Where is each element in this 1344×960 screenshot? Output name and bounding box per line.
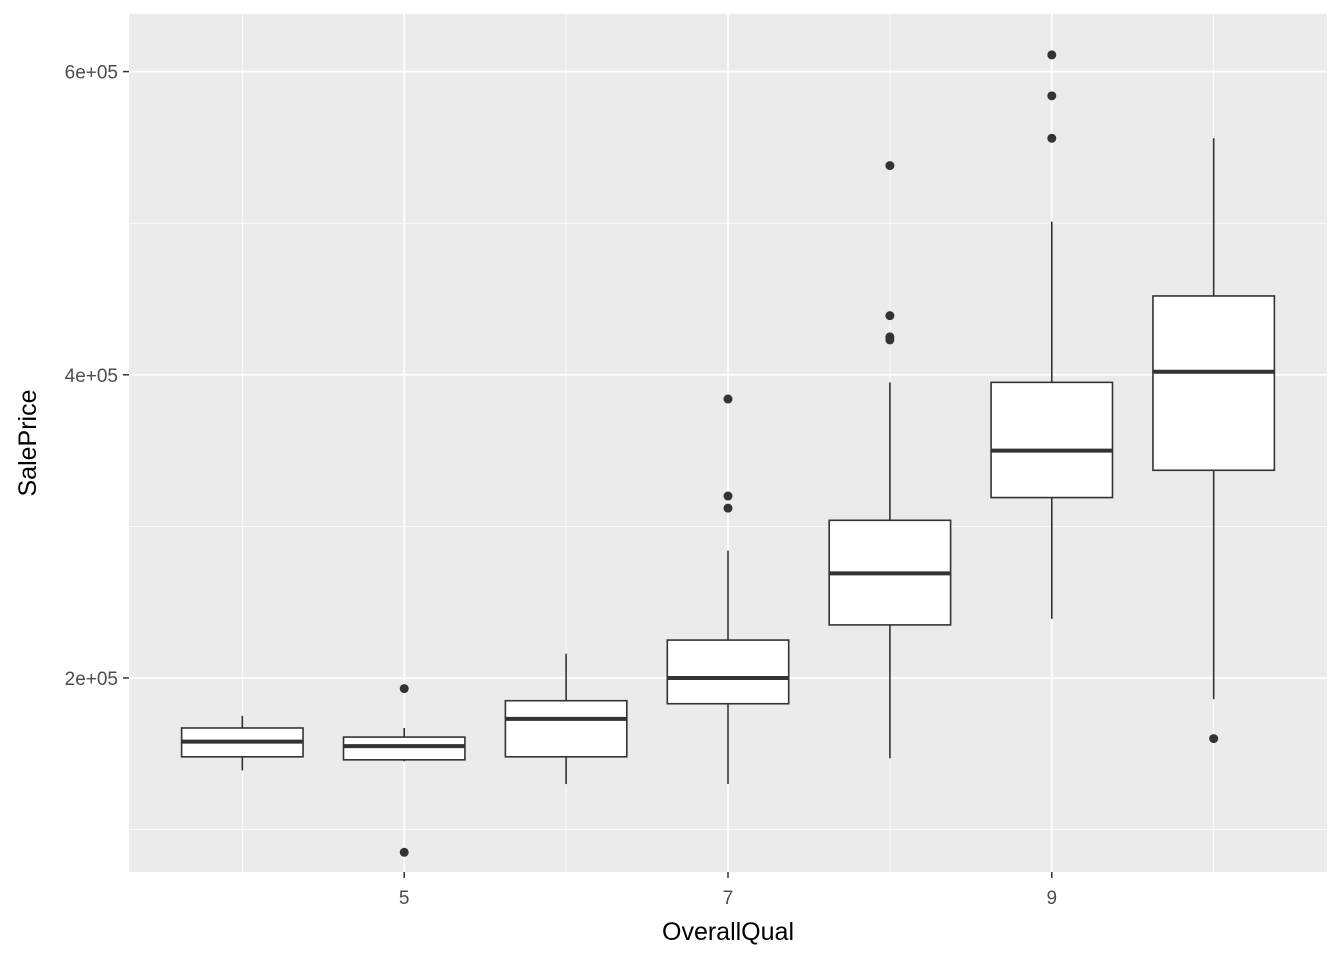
outlier-point: [399, 847, 409, 857]
outlier-point: [885, 161, 895, 171]
box-group-8: [828, 161, 952, 759]
y-tick-label: 2e+05: [65, 669, 118, 690]
box-iqr: [342, 736, 466, 761]
x-tick-label: 5: [399, 888, 410, 909]
outlier-point: [885, 311, 895, 321]
outlier-point: [1047, 50, 1057, 60]
box-series: [180, 50, 1276, 857]
box-iqr: [990, 381, 1114, 499]
outlier-point: [1047, 91, 1057, 101]
box-iqr: [1152, 295, 1276, 472]
x-tick-label: 7: [723, 888, 734, 909]
box-group-6: [504, 653, 628, 785]
box-group-7: [666, 394, 790, 785]
x-tick-label: 9: [1046, 888, 1057, 909]
x-axis-title: OverallQual: [662, 918, 794, 946]
outlier-point: [723, 503, 733, 513]
outlier-point: [1047, 133, 1057, 143]
box-group-4: [180, 715, 304, 771]
y-tick-label: 4e+05: [65, 366, 118, 387]
outlier-point: [723, 394, 733, 404]
y-axis-title: SalePrice: [14, 390, 42, 497]
box-group-10: [1152, 138, 1276, 744]
box-group-9: [990, 50, 1114, 619]
box-iqr: [504, 699, 628, 758]
box-group-5: [342, 684, 466, 857]
y-tick-label: 6e+05: [65, 63, 118, 84]
outlier-point: [885, 335, 895, 345]
outlier-point: [1209, 734, 1219, 744]
axes: 2e+05 4e+05 6e+05 5 7 9: [65, 63, 1057, 909]
box-iqr: [666, 639, 790, 705]
outlier-point: [399, 684, 409, 694]
outlier-point: [723, 491, 733, 501]
